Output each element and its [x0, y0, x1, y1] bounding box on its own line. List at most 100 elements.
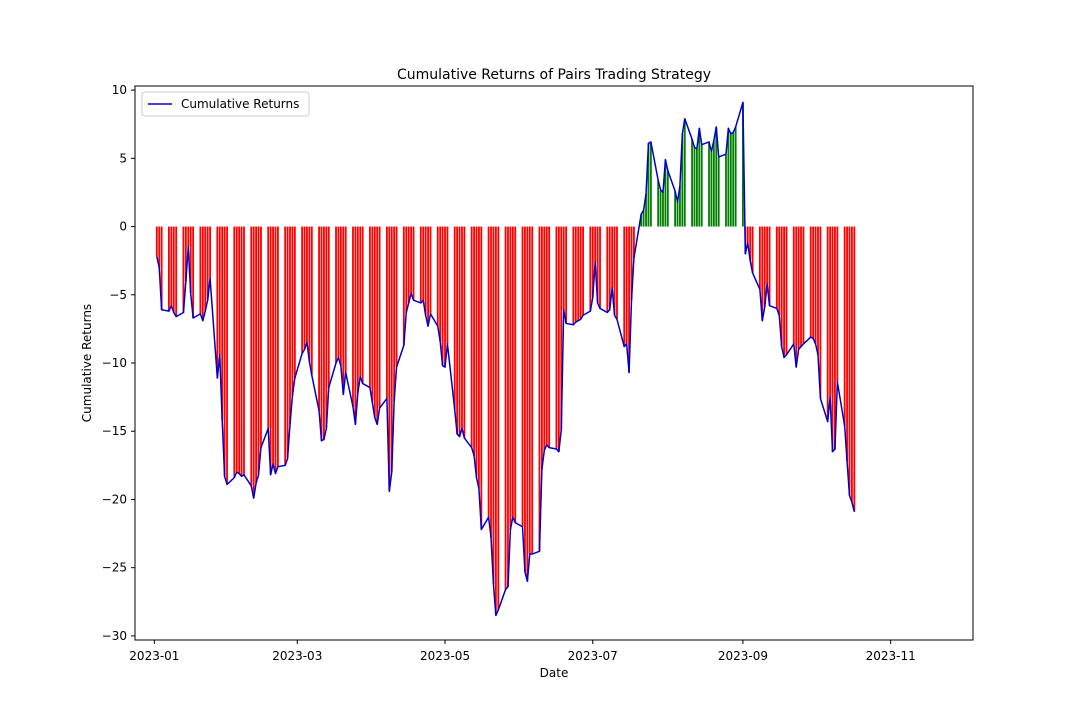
bar: [853, 226, 856, 512]
bar: [235, 226, 238, 473]
bar: [560, 226, 563, 430]
bar: [490, 226, 492, 538]
bar: [260, 226, 262, 448]
bar: [402, 226, 405, 346]
bar: [606, 226, 609, 313]
bar: [187, 226, 190, 248]
bar: [269, 226, 272, 475]
bar: [795, 226, 798, 368]
bar: [274, 226, 277, 474]
legend-label: Cumulative Returns: [181, 97, 299, 111]
bar: [422, 226, 425, 301]
bar: [337, 226, 340, 358]
bar: [395, 226, 398, 368]
bar: [504, 226, 507, 590]
bar: [628, 226, 630, 373]
bar: [424, 226, 427, 316]
x-tick-label: 2023-07: [568, 649, 618, 663]
bar: [715, 126, 718, 227]
bar: [255, 226, 258, 484]
bar: [427, 226, 429, 327]
bar: [405, 226, 408, 313]
bar: [729, 133, 732, 227]
bar: [608, 226, 611, 310]
bar: [209, 226, 211, 279]
bar: [289, 226, 291, 425]
bar: [494, 226, 497, 616]
bar: [301, 226, 304, 354]
bar: [478, 226, 480, 489]
bar: [320, 226, 323, 441]
bar: [204, 226, 207, 312]
bar: [240, 226, 243, 477]
bar: [284, 226, 287, 466]
bar: [674, 191, 677, 227]
bar: [666, 170, 669, 227]
bar: [412, 226, 415, 301]
bar: [850, 226, 853, 503]
bar: [446, 226, 449, 344]
bar: [376, 226, 379, 425]
bar: [385, 226, 388, 399]
bar: [201, 226, 204, 321]
bar: [155, 226, 158, 257]
x-axis-label: Date: [540, 666, 569, 680]
bar: [725, 154, 727, 227]
bar: [373, 226, 376, 418]
bar: [797, 226, 800, 350]
bar: [645, 193, 647, 227]
bar: [390, 226, 393, 473]
bar: [691, 139, 693, 227]
bar: [565, 226, 568, 324]
bar: [766, 226, 769, 284]
bar: [785, 226, 788, 355]
bar: [461, 226, 463, 429]
bar: [252, 226, 255, 499]
bar: [473, 226, 475, 456]
bar: [221, 226, 224, 421]
bar: [662, 192, 664, 227]
bar: [817, 226, 819, 355]
bar: [436, 226, 439, 327]
bar: [783, 226, 785, 358]
bar: [192, 226, 195, 318]
bar: [589, 226, 592, 312]
bar: [453, 226, 456, 410]
bar: [243, 226, 245, 475]
bar: [545, 226, 548, 445]
bar: [475, 226, 478, 478]
bar: [487, 226, 490, 518]
bar: [531, 226, 534, 555]
bar: [664, 159, 667, 227]
bar: [175, 226, 178, 317]
bar: [480, 226, 483, 530]
bar: [543, 226, 546, 451]
y-tick-label: −20: [102, 492, 127, 506]
y-axis-label: Cumulative Returns: [80, 304, 94, 422]
bar: [594, 226, 597, 263]
bar: [734, 126, 737, 227]
bar: [727, 128, 730, 227]
bar: [524, 226, 526, 572]
bar: [693, 147, 696, 227]
bar: [172, 226, 175, 313]
bar: [182, 226, 185, 313]
x-tick-label: 2023-05: [420, 649, 470, 663]
bar: [599, 226, 601, 309]
y-tick-label: 0: [119, 220, 127, 234]
bar: [749, 226, 752, 261]
bar: [800, 226, 802, 347]
bar: [775, 226, 778, 309]
chart-title: Cumulative Returns of Pairs Trading Stra…: [397, 67, 711, 83]
x-axis-ticks: 2023-01 2023-03 2023-05 2023-07 2023-09 2023-…: [129, 640, 916, 663]
bar: [538, 226, 541, 552]
bar: [698, 128, 701, 227]
bar: [562, 226, 565, 310]
bar: [371, 226, 374, 403]
bar: [659, 189, 662, 227]
bar: [335, 226, 337, 363]
bar: [616, 226, 618, 320]
bar: [216, 226, 219, 379]
bar: [812, 226, 815, 339]
bar: [444, 226, 446, 368]
